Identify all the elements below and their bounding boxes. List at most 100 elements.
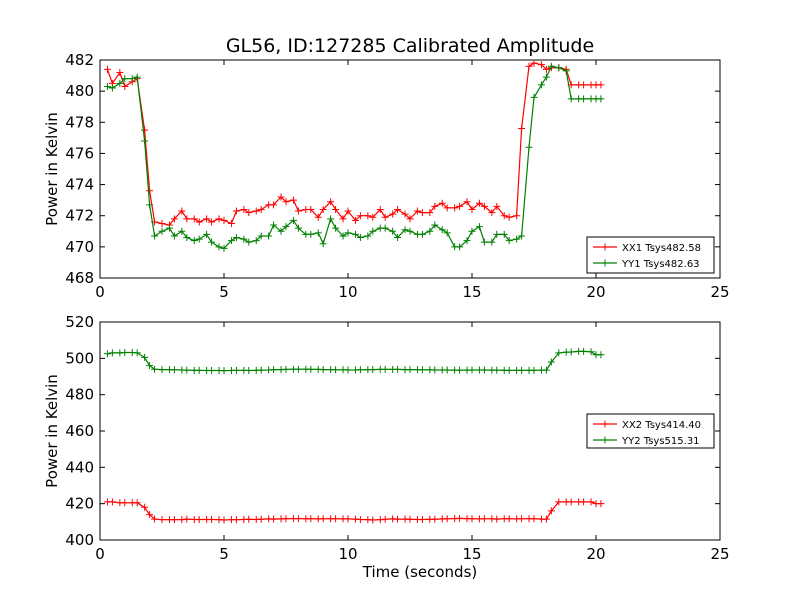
data-point — [418, 366, 426, 374]
data-point — [401, 210, 409, 218]
data-point — [394, 515, 402, 523]
data-point — [133, 499, 141, 507]
data-point — [141, 137, 149, 145]
data-point — [505, 213, 513, 221]
x-tick-label: 10 — [338, 545, 357, 563]
data-point — [587, 348, 595, 356]
data-point — [488, 209, 496, 217]
data-point — [456, 514, 464, 522]
data-point — [376, 205, 384, 213]
data-point — [431, 202, 439, 210]
x-tick-label: 15 — [462, 545, 481, 563]
data-point — [418, 209, 426, 217]
data-point — [332, 515, 340, 523]
data-point — [240, 205, 248, 213]
data-point — [480, 366, 488, 374]
data-point — [227, 220, 235, 227]
y-tick-label: 478 — [65, 113, 94, 131]
data-point — [252, 207, 260, 215]
data-point — [587, 498, 595, 506]
data-point — [547, 358, 555, 366]
data-point — [270, 221, 278, 229]
y-axis-label: Power in Kelvin — [43, 374, 61, 488]
data-point — [394, 365, 402, 373]
data-point — [282, 198, 290, 206]
data-point — [151, 515, 159, 523]
plot-frame — [99, 59, 721, 279]
data-point — [151, 232, 159, 240]
data-point — [480, 515, 488, 523]
data-point — [567, 498, 575, 506]
data-point — [431, 366, 439, 374]
data-point — [121, 499, 129, 507]
data-point — [456, 202, 464, 210]
data-point — [443, 204, 451, 212]
data-point — [141, 353, 149, 361]
data-point — [443, 229, 451, 237]
x-tick-label: 25 — [710, 545, 729, 563]
data-point — [158, 220, 166, 227]
data-point — [245, 515, 253, 523]
data-point — [493, 202, 501, 210]
data-point — [356, 366, 364, 374]
data-point — [518, 366, 526, 374]
x-tick-label: 15 — [462, 283, 481, 301]
data-point — [170, 215, 178, 223]
data-point — [537, 61, 545, 69]
data-point — [245, 209, 253, 217]
data-point — [493, 230, 501, 238]
data-point — [555, 349, 563, 357]
legend-label: YY2 Tsys515.31 — [621, 436, 700, 447]
x-tick-label: 5 — [219, 545, 229, 563]
data-point — [530, 59, 538, 67]
data-point — [351, 230, 359, 238]
data-point — [332, 205, 340, 213]
data-point — [468, 205, 476, 213]
data-point — [456, 366, 464, 374]
series-yy1 — [103, 62, 605, 252]
data-point — [369, 213, 377, 221]
data-point — [401, 226, 409, 234]
bottom-plot: 0 5 10 15 20 25 400 420 440 460 480 500 520 Power in … — [43, 313, 730, 581]
data-point — [121, 82, 129, 90]
legend-box — [586, 413, 715, 449]
data-point — [190, 237, 198, 245]
data-point — [232, 234, 240, 242]
data-point — [547, 507, 555, 515]
data-point — [289, 216, 297, 224]
data-point — [227, 237, 235, 245]
data-point — [580, 95, 588, 103]
data-point — [183, 515, 191, 523]
data-point — [282, 365, 290, 373]
data-point — [418, 515, 426, 523]
data-point — [332, 366, 340, 374]
data-point — [389, 210, 397, 218]
data-point — [116, 79, 124, 87]
x-tick-label: 5 — [219, 283, 229, 301]
data-point — [480, 238, 488, 246]
data-point — [426, 227, 434, 235]
data-point — [344, 366, 352, 374]
data-point — [381, 365, 389, 373]
data-point — [294, 515, 302, 523]
data-point — [381, 213, 389, 221]
data-point — [513, 212, 521, 220]
data-point — [518, 515, 526, 523]
data-point — [443, 515, 451, 523]
data-point — [364, 212, 372, 220]
data-point — [542, 515, 550, 523]
data-point — [307, 515, 315, 523]
data-point — [190, 215, 198, 223]
data-point — [208, 218, 216, 226]
data-point — [128, 75, 136, 83]
y-axis-label: Power in Kelvin — [43, 112, 61, 226]
x-tick-label: 25 — [710, 283, 729, 301]
data-point — [170, 232, 178, 240]
y-tick-label: 474 — [65, 176, 94, 194]
data-point — [103, 350, 111, 358]
data-point — [178, 516, 186, 524]
data-point — [314, 213, 322, 221]
data-point — [394, 205, 402, 213]
data-point — [369, 516, 377, 524]
